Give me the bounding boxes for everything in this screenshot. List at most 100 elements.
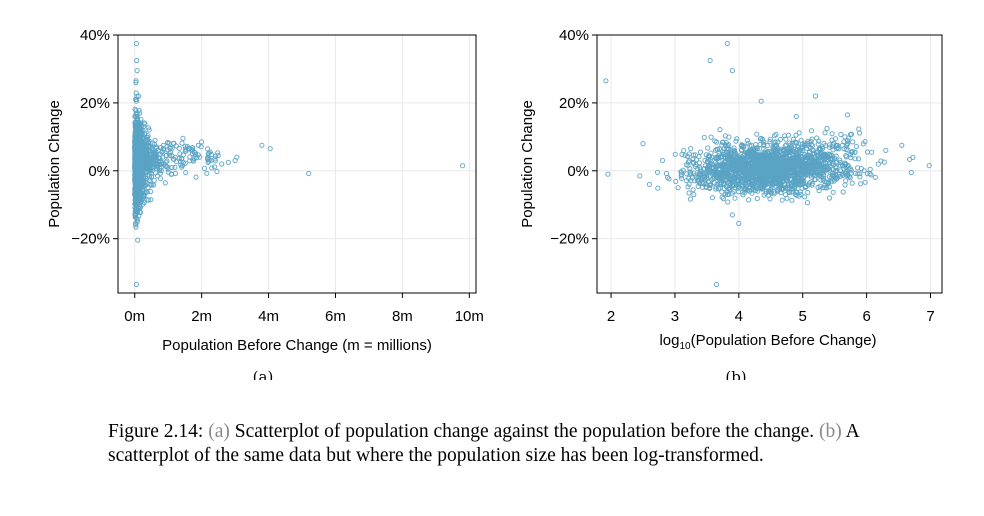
data-point <box>822 130 828 136</box>
data-point <box>136 190 142 196</box>
data-point <box>713 155 719 161</box>
data-point <box>749 170 755 176</box>
x-axis-title-b-log: log <box>659 332 679 349</box>
data-point <box>844 163 850 169</box>
data-point <box>814 167 820 173</box>
data-point <box>712 171 718 177</box>
data-point <box>177 151 183 157</box>
x-ticks-b: 2 3 4 5 6 7 <box>607 293 935 325</box>
data-point <box>673 178 679 184</box>
caption-ref-a: (a) <box>208 421 230 442</box>
data-point <box>703 181 709 187</box>
data-point <box>695 174 701 180</box>
data-point <box>154 145 160 151</box>
data-point <box>215 152 221 159</box>
data-point <box>675 185 681 191</box>
data-point <box>735 189 742 195</box>
data-point <box>142 168 148 174</box>
data-point <box>839 171 845 177</box>
data-point <box>193 174 199 180</box>
data-point <box>173 143 179 149</box>
data-point <box>910 154 916 160</box>
data-point <box>804 200 811 206</box>
data-point <box>733 138 739 144</box>
x-axis-title-b-subscript: 10 <box>679 341 691 352</box>
data-point <box>782 192 789 198</box>
plot-frame-a <box>117 34 477 294</box>
data-point <box>824 125 830 132</box>
data-point <box>822 143 829 149</box>
data-point <box>205 151 211 157</box>
data-point <box>739 147 745 153</box>
data-point <box>145 137 151 143</box>
x-tick-label: 4m <box>258 308 279 325</box>
data-point <box>132 220 138 226</box>
data-point <box>707 57 713 64</box>
data-point <box>692 163 698 170</box>
data-point <box>659 157 666 164</box>
data-point <box>773 169 779 175</box>
data-point <box>792 164 799 170</box>
data-point <box>769 167 775 174</box>
data-point <box>687 196 694 202</box>
data-point <box>843 178 849 184</box>
data-point <box>725 185 732 192</box>
data-point <box>215 150 221 156</box>
data-point <box>663 170 670 177</box>
data-point <box>686 181 692 187</box>
data-point <box>811 177 818 183</box>
data-point <box>138 181 144 187</box>
data-point <box>837 162 843 168</box>
x-tick-label: 6 <box>862 308 870 325</box>
data-point <box>745 152 751 158</box>
data-point <box>705 145 711 151</box>
data-point <box>702 157 708 163</box>
data-point <box>691 192 697 198</box>
data-point <box>782 182 788 188</box>
x-tick-label: 4 <box>735 308 743 325</box>
data-point <box>830 142 836 148</box>
data-point <box>719 189 725 195</box>
x-tick-label: 0m <box>124 308 145 325</box>
data-point <box>817 183 823 189</box>
data-point <box>172 164 178 170</box>
data-point <box>654 169 661 175</box>
data-point <box>148 189 154 195</box>
data-point <box>678 169 685 175</box>
data-point <box>829 156 835 162</box>
data-point <box>815 141 821 147</box>
data-point <box>133 90 139 96</box>
data-point <box>136 171 142 177</box>
data-point <box>761 181 767 187</box>
data-point <box>837 171 843 177</box>
data-point <box>765 188 771 194</box>
data-point <box>767 139 773 145</box>
data-point <box>170 156 176 162</box>
data-point <box>199 139 205 145</box>
data-point <box>848 152 854 158</box>
data-point <box>881 159 887 165</box>
data-point <box>794 177 800 183</box>
data-point <box>697 171 704 177</box>
data-point <box>726 172 732 178</box>
y-tick-label: 20% <box>80 95 110 112</box>
data-point <box>732 150 738 156</box>
data-point <box>170 140 176 146</box>
data-point <box>717 127 723 133</box>
data-point <box>757 163 763 169</box>
x-tick-label: 6m <box>325 308 346 325</box>
data-point <box>142 154 148 160</box>
data-point <box>726 134 732 140</box>
grid-a <box>118 34 476 293</box>
data-point <box>143 169 149 175</box>
x-tick-label: 8m <box>392 308 413 325</box>
data-point <box>225 159 231 165</box>
data-point <box>134 164 140 170</box>
data-point <box>135 237 141 243</box>
data-point <box>780 158 786 164</box>
data-point <box>731 145 737 151</box>
data-point <box>758 98 764 104</box>
data-point <box>790 136 797 142</box>
data-point <box>856 156 862 162</box>
data-point <box>144 134 150 140</box>
